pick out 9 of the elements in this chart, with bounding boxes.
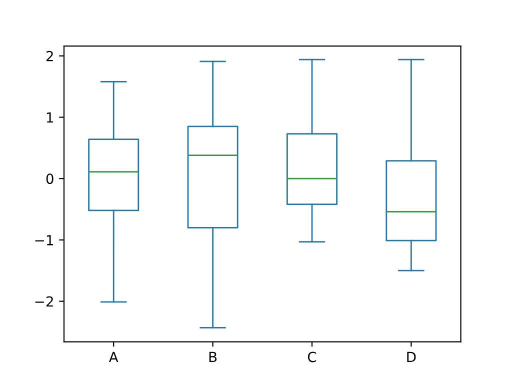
x-tick-label: C [308,352,316,362]
x-tick-label: A [108,352,118,362]
x-tick-label: B [209,352,217,362]
y-tick-label: 1 [46,112,53,123]
y-tick-label: −2 [35,296,53,307]
y-tick-label: 2 [46,50,53,62]
y-tick-label: 0 [46,174,54,184]
x-tick-label: D [407,352,416,362]
y-tick-label: −1 [35,235,53,246]
